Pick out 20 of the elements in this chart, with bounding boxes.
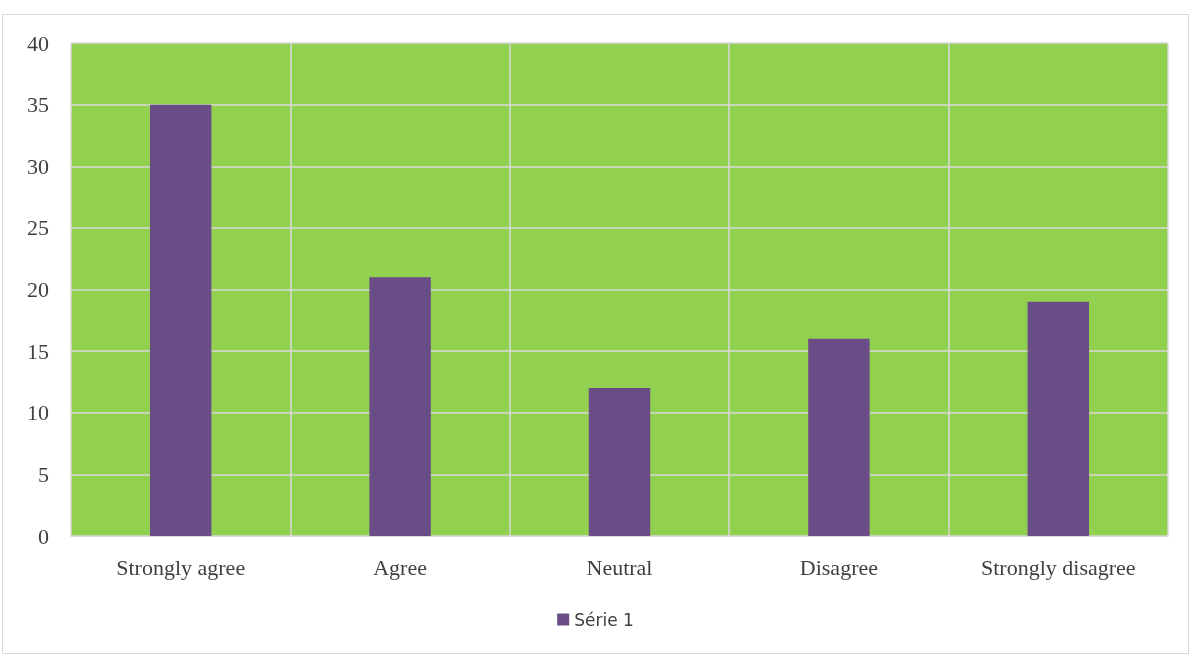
x-tick-label: Neutral xyxy=(586,554,653,580)
y-tick-label: 0 xyxy=(38,523,49,549)
y-tick-label: 20 xyxy=(27,277,49,302)
bar xyxy=(149,104,212,536)
x-tick-label: Disagree xyxy=(799,554,878,580)
bar xyxy=(1027,301,1090,536)
y-tick-label: 15 xyxy=(27,338,49,364)
bar xyxy=(808,338,870,536)
bar xyxy=(588,388,651,536)
y-tick-label: 30 xyxy=(27,153,49,179)
x-tick-label: Agree xyxy=(373,554,427,580)
y-tick-label: 40 xyxy=(27,30,49,56)
legend-label: Série 1 xyxy=(574,609,634,630)
y-tick-label: 5 xyxy=(38,461,49,487)
y-tick-label: 35 xyxy=(27,92,49,118)
y-tick-label: 10 xyxy=(27,400,49,426)
y-tick-label: 25 xyxy=(27,215,49,241)
x-tick-label: Strongly agree xyxy=(116,554,246,580)
bar xyxy=(369,277,431,536)
x-tick-label: Strongly disagree xyxy=(981,554,1136,580)
